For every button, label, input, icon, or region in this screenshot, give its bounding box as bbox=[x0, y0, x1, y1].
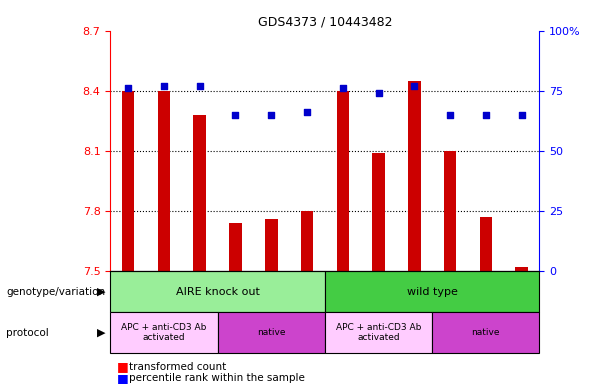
Point bbox=[266, 112, 276, 118]
Bar bbox=[408, 81, 421, 271]
Bar bbox=[218, 312, 325, 353]
Text: native: native bbox=[471, 328, 500, 337]
Bar bbox=[194, 115, 206, 271]
Text: percentile rank within the sample: percentile rank within the sample bbox=[129, 373, 305, 383]
Text: ■: ■ bbox=[116, 360, 128, 373]
Point bbox=[195, 83, 205, 89]
Text: APC + anti-CD3 Ab
activated: APC + anti-CD3 Ab activated bbox=[336, 323, 421, 343]
Bar bbox=[337, 91, 349, 271]
Bar bbox=[158, 91, 170, 271]
Bar bbox=[301, 211, 313, 271]
Point bbox=[159, 83, 169, 89]
Bar bbox=[479, 217, 492, 271]
Point bbox=[338, 85, 348, 91]
Text: APC + anti-CD3 Ab
activated: APC + anti-CD3 Ab activated bbox=[121, 323, 207, 343]
Text: genotype/variation: genotype/variation bbox=[6, 286, 105, 296]
Text: ▶: ▶ bbox=[97, 286, 105, 296]
Title: GDS4373 / 10443482: GDS4373 / 10443482 bbox=[257, 15, 392, 28]
Point bbox=[302, 109, 312, 116]
Bar bbox=[110, 271, 325, 312]
Point bbox=[481, 112, 490, 118]
Point bbox=[373, 90, 384, 96]
Text: native: native bbox=[257, 328, 286, 337]
Point bbox=[409, 83, 419, 89]
Bar bbox=[372, 153, 385, 271]
Point bbox=[123, 85, 133, 91]
Bar bbox=[122, 91, 134, 271]
Text: transformed count: transformed count bbox=[129, 362, 226, 372]
Text: protocol: protocol bbox=[6, 328, 49, 338]
Point bbox=[517, 112, 527, 118]
Text: ▶: ▶ bbox=[97, 328, 105, 338]
Text: wild type: wild type bbox=[407, 286, 457, 296]
Bar bbox=[516, 267, 528, 271]
Bar bbox=[325, 271, 539, 312]
Bar bbox=[110, 312, 218, 353]
Text: AIRE knock out: AIRE knock out bbox=[176, 286, 259, 296]
Point bbox=[445, 112, 455, 118]
Text: ■: ■ bbox=[116, 372, 128, 384]
Bar bbox=[444, 151, 456, 271]
Bar bbox=[229, 223, 242, 271]
Bar bbox=[432, 312, 539, 353]
Bar bbox=[265, 219, 278, 271]
Point bbox=[230, 112, 240, 118]
Bar bbox=[325, 312, 432, 353]
